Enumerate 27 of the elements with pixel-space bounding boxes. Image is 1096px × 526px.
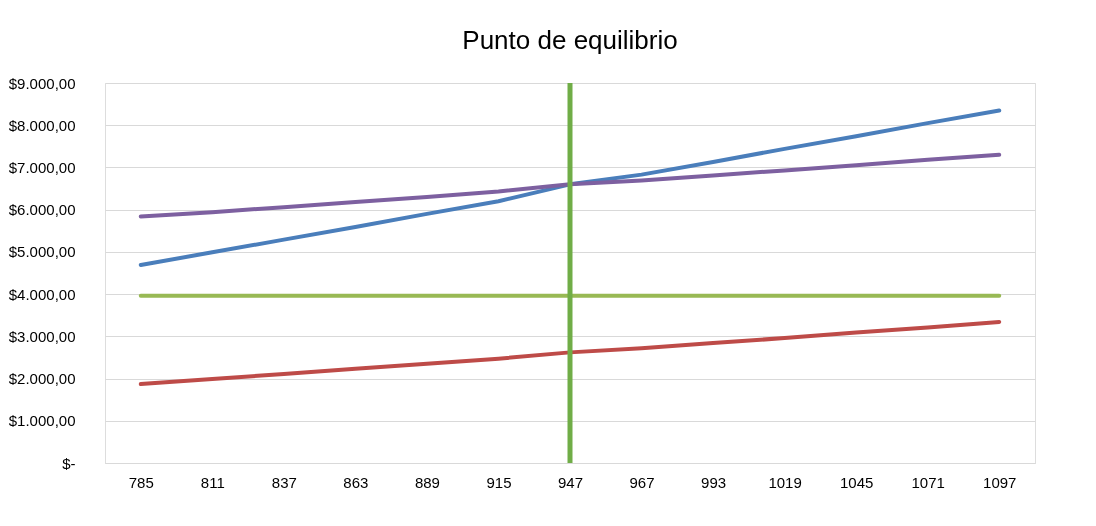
x-tick-label: 993 (701, 473, 727, 491)
x-tick-label: 837 (271, 473, 297, 491)
x-tick-label: 1071 (911, 473, 945, 491)
y-tick-label: $5.000,00 (8, 243, 76, 261)
y-tick-label: $1.000,00 (8, 412, 76, 430)
line-series (138, 319, 1002, 387)
y-tick-label: $3.000,00 (8, 327, 76, 345)
y-tick-label: $6.000,00 (8, 201, 76, 219)
y-tick-label: $8.000,00 (8, 116, 76, 134)
x-tick-label: 785 (128, 473, 154, 491)
x-tick-label: 1045 (839, 473, 874, 491)
x-tick-label: 811 (200, 473, 225, 491)
x-tick-label: 1019 (768, 473, 802, 491)
x-tick-label: 889 (414, 473, 440, 491)
line-series (138, 152, 1002, 219)
x-tick-label: 967 (629, 473, 655, 491)
x-tick-label: 863 (343, 473, 369, 491)
chart-title: Punto de equilibrio (462, 25, 678, 55)
x-tick-label: 1097 (983, 473, 1017, 491)
y-tick-label: $7.000,00 (8, 158, 76, 176)
x-tick-label: 947 (557, 473, 584, 491)
y-tick-label: $- (62, 454, 76, 472)
line-series (138, 108, 1002, 267)
x-tick-label: 915 (486, 473, 512, 491)
y-tick-label: $4.000,00 (8, 285, 76, 303)
y-tick-label: $2.000,00 (8, 370, 76, 388)
y-tick-label: $9.000,00 (8, 74, 76, 92)
